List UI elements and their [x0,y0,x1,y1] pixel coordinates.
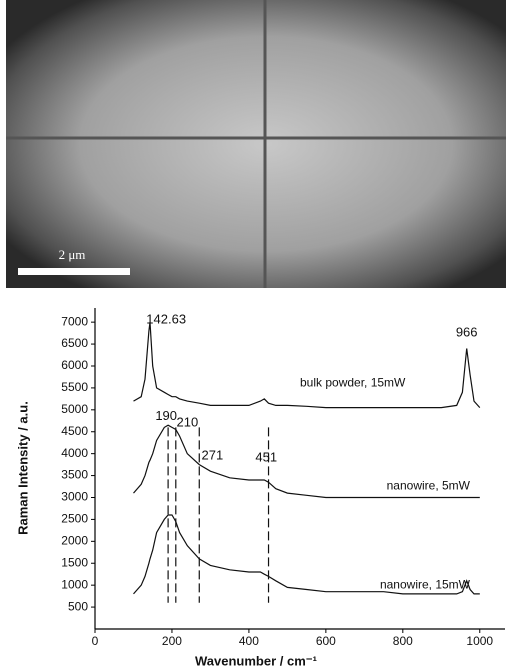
spectrum-line [133,424,480,499]
x-tick-label: 400 [239,634,259,648]
scale-bar [18,268,130,275]
series-label: nanowire, 15mW [380,577,471,591]
y-tick-label: 2500 [61,512,88,526]
peak-label: 210 [176,414,198,429]
y-tick-label: 1000 [61,577,88,591]
peak-label: 271 [202,447,224,462]
x-tick-label: 200 [162,634,182,648]
y-tick-label: 2000 [61,534,88,548]
x-axis-label: Wavenumber / cm⁻¹ [195,653,317,668]
y-tick-label: 4500 [61,424,88,438]
x-tick-label: 1000 [466,634,493,648]
peak-label: 142.63 [146,311,186,326]
y-tick-label: 6000 [61,358,88,372]
micrograph: 2 μm [6,0,506,288]
y-tick-label: 500 [68,599,88,613]
y-tick-label: 3500 [61,468,88,482]
spectrum-line [133,514,480,595]
x-tick-label: 800 [393,634,413,648]
x-tick-label: 600 [316,634,336,648]
series-label: nanowire, 5mW [387,479,471,493]
x-tick-label: 0 [92,634,99,648]
scale-bar-label: 2 μm [59,247,86,262]
y-tick-label: 7000 [61,314,88,328]
series-label: bulk powder, 15mW [300,376,406,390]
y-tick-label: 1500 [61,555,88,569]
y-tick-label: 3000 [61,490,88,504]
micrograph-image [6,0,506,288]
y-tick-label: 5500 [61,380,88,394]
peak-label: 966 [456,325,478,340]
y-tick-label: 5000 [61,402,88,416]
y-tick-label: 4000 [61,446,88,460]
spectrum-line [133,322,481,409]
peak-label: 451 [255,449,277,464]
y-axis-label: Raman Intensity / a.u. [15,401,30,535]
y-tick-label: 6500 [61,336,88,350]
peak-label: 190 [155,408,177,423]
